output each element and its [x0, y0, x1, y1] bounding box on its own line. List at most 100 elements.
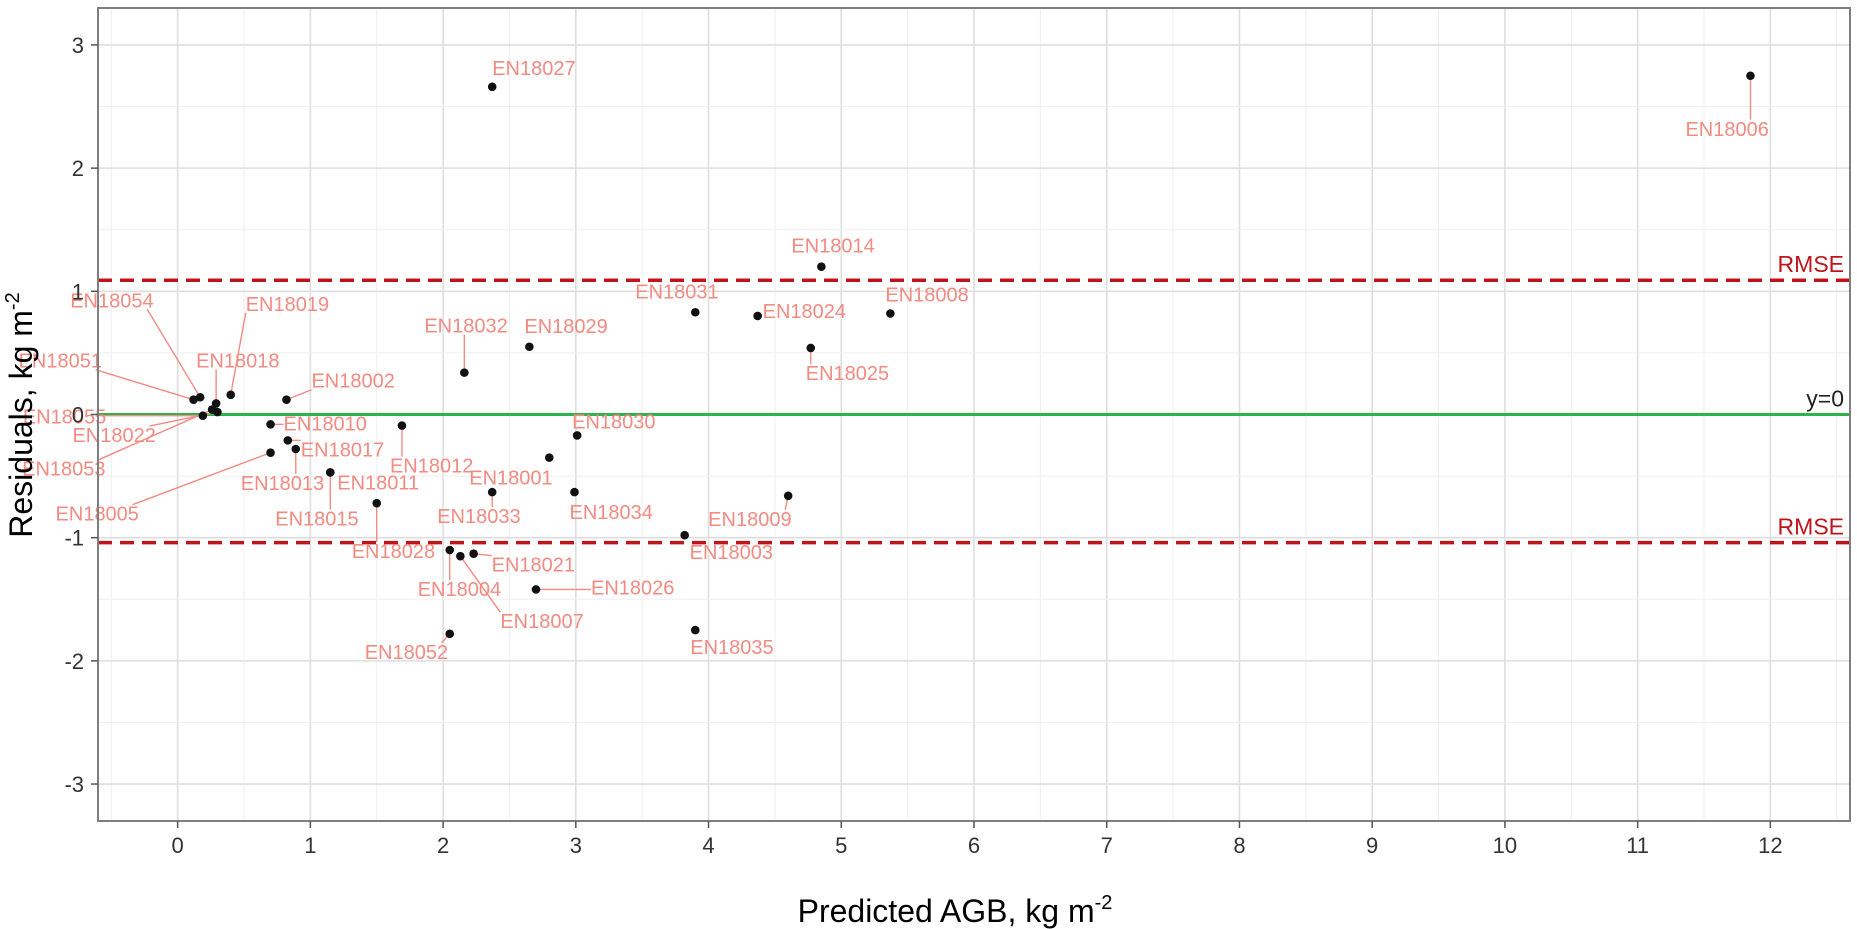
- data-point: [690, 625, 700, 635]
- y-axis-title: Residuals, kg m-2: [2, 292, 39, 537]
- x-axis-ticks: 0 1 2 3 4 5 6 7 8 9 10 11 12: [172, 821, 1783, 858]
- point-label: EN18053: [22, 459, 105, 481]
- label-leader-line: [146, 308, 201, 398]
- point-label: EN18019: [246, 294, 329, 316]
- point-label: EN18017: [301, 439, 384, 461]
- reference-line-label: RMSE: [1778, 514, 1844, 540]
- point-label: EN18028: [352, 541, 435, 563]
- y-tick-label: -2: [64, 649, 84, 674]
- data-point: [783, 491, 793, 501]
- point-label: EN18035: [690, 637, 773, 659]
- label-leader-line: [95, 369, 194, 401]
- data-point: [1746, 71, 1755, 81]
- data-point: [469, 549, 478, 558]
- point-label: EN18015: [275, 508, 358, 530]
- point-label: EN18026: [591, 577, 674, 599]
- data-point: [753, 311, 762, 321]
- data-point: [806, 343, 816, 353]
- data-point: [226, 390, 236, 400]
- data-point: [525, 342, 534, 352]
- x-tick-label: 8: [1233, 833, 1245, 858]
- reference-line-label: RMSE: [1778, 251, 1844, 277]
- point-labels: EN18006 EN18027 EN18014 EN18031 EN18024 EN180…: [19, 58, 1769, 664]
- data-point: [570, 487, 579, 497]
- point-label: EN18004: [418, 579, 501, 601]
- point-label: EN18021: [492, 555, 575, 577]
- data-point: [456, 551, 465, 561]
- point-label: EN18013: [241, 473, 324, 495]
- y-axis-ticks: -3 -2 -1 0 1 2 3: [64, 33, 98, 797]
- data-point: [397, 421, 407, 430]
- x-tick-label: 0: [172, 833, 184, 858]
- reference-lines: RMSE y=0 RMSE: [98, 251, 1850, 545]
- data-point: [544, 453, 554, 462]
- x-tick-label: 11: [1626, 833, 1649, 858]
- data-point: [445, 545, 455, 555]
- y-tick-label: 3: [72, 33, 84, 58]
- label-leader-line: [230, 312, 247, 395]
- x-tick-label: 3: [570, 833, 582, 858]
- y-tick-label: 2: [72, 156, 84, 181]
- data-point: [680, 530, 689, 540]
- data-point: [211, 399, 221, 408]
- data-point: [266, 448, 275, 457]
- y-tick-label: 0: [72, 403, 84, 428]
- data-point: [282, 395, 291, 405]
- data-point: [572, 431, 582, 440]
- label-leader-line: [132, 452, 271, 506]
- x-tick-label: 2: [437, 833, 449, 858]
- data-point: [372, 498, 382, 508]
- x-tick-label: 7: [1101, 833, 1113, 858]
- x-axis-title: Predicted AGB, kg m-2: [798, 892, 1113, 929]
- data-point: [195, 392, 205, 402]
- point-label: EN18030: [572, 411, 655, 433]
- x-tick-label: 10: [1493, 833, 1517, 858]
- point-label: EN18051: [19, 351, 102, 373]
- data-point: [460, 368, 469, 377]
- reference-line-label: y=0: [1806, 386, 1844, 412]
- y-tick-label: -1: [64, 526, 84, 551]
- point-label: EN18011: [337, 472, 419, 494]
- point-label: EN18024: [763, 301, 846, 323]
- y-tick-label: -3: [64, 772, 84, 797]
- point-label: EN18034: [569, 502, 652, 524]
- point-label: EN18029: [524, 316, 607, 338]
- y-tick-label: 1: [72, 279, 84, 304]
- data-point: [445, 629, 455, 639]
- point-label: EN18052: [365, 642, 448, 664]
- point-label: EN18012: [390, 456, 473, 478]
- data-point: [690, 307, 700, 317]
- x-tick-label: 5: [835, 833, 847, 858]
- point-label: EN18007: [500, 611, 583, 633]
- point-label: EN18054: [70, 290, 153, 312]
- point-label: EN18001: [469, 468, 552, 490]
- data-points: [189, 71, 1755, 639]
- point-label: EN18027: [492, 58, 575, 80]
- data-point: [189, 395, 198, 405]
- point-label: EN18025: [806, 363, 889, 385]
- point-label: EN18033: [437, 506, 520, 528]
- x-tick-label: 6: [968, 833, 980, 858]
- point-label: EN18018: [196, 350, 279, 372]
- point-label: EN18009: [708, 509, 791, 531]
- point-label: EN18010: [284, 413, 367, 435]
- x-tick-label: 4: [702, 833, 714, 858]
- data-point: [487, 487, 497, 497]
- data-point: [291, 444, 301, 454]
- point-label: EN18002: [311, 371, 394, 393]
- data-point: [283, 436, 293, 445]
- x-tick-label: 9: [1366, 833, 1378, 858]
- data-point: [266, 420, 275, 429]
- point-label: EN18014: [791, 236, 874, 258]
- label-leader-line: [286, 389, 312, 401]
- data-point: [817, 262, 826, 271]
- point-label: EN18031: [635, 281, 718, 303]
- point-label: EN18022: [72, 425, 155, 447]
- point-label: EN18032: [424, 316, 507, 338]
- point-label: EN18006: [1685, 119, 1768, 141]
- point-label: EN18008: [885, 284, 968, 306]
- point-label: EN18055: [23, 407, 106, 429]
- label-leader-line: [98, 408, 213, 461]
- data-point: [531, 585, 541, 594]
